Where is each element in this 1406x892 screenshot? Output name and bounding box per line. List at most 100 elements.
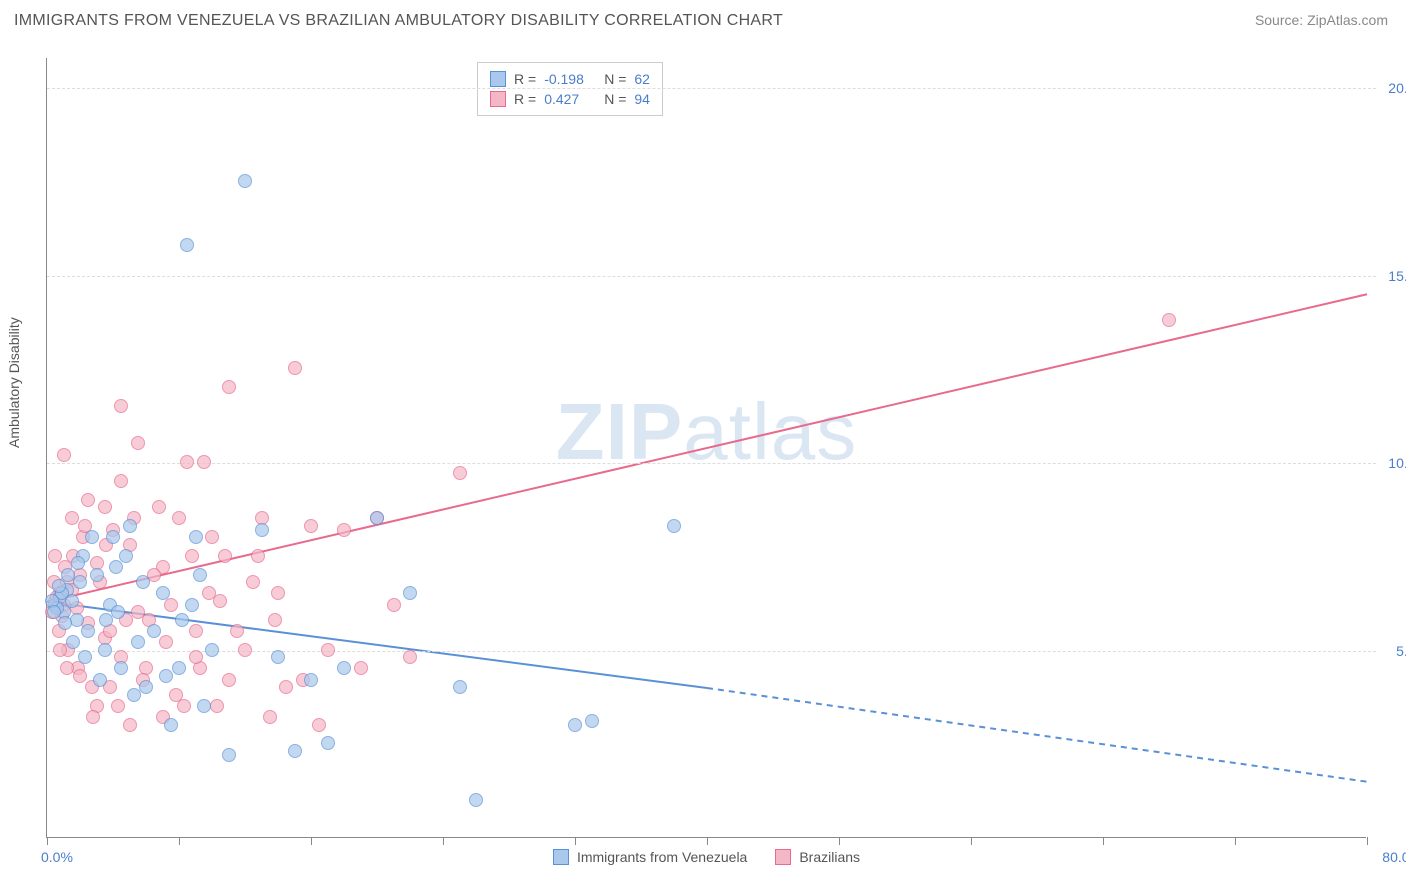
y-tick-label: 5.0%: [1396, 643, 1406, 659]
x-tick: [47, 837, 48, 845]
point-pink: [271, 586, 285, 600]
point-blue: [172, 661, 186, 675]
y-tick-label: 10.0%: [1388, 455, 1406, 471]
point-blue: [47, 605, 61, 619]
legend-label: Immigrants from Venezuela: [577, 849, 747, 865]
point-pink: [123, 718, 137, 732]
swatch-blue: [553, 849, 569, 865]
point-blue: [370, 511, 384, 525]
point-pink: [81, 493, 95, 507]
point-blue: [85, 530, 99, 544]
r-label: R =: [514, 91, 536, 107]
point-pink: [268, 613, 282, 627]
point-blue: [222, 748, 236, 762]
point-pink: [321, 643, 335, 657]
point-pink: [387, 598, 401, 612]
point-blue: [90, 568, 104, 582]
point-pink: [279, 680, 293, 694]
point-pink: [238, 643, 252, 657]
source-label: Source: ZipAtlas.com: [1255, 12, 1388, 28]
x-tick: [971, 837, 972, 845]
point-pink: [189, 624, 203, 638]
trend-line: [47, 294, 1367, 602]
stats-box: R =-0.198N =62R =0.427N =94: [477, 62, 663, 116]
y-tick-label: 15.0%: [1388, 268, 1406, 284]
source-prefix: Source:: [1255, 12, 1307, 28]
source-value: ZipAtlas.com: [1307, 12, 1388, 28]
point-blue: [147, 624, 161, 638]
point-blue: [193, 568, 207, 582]
point-blue: [238, 174, 252, 188]
point-blue: [180, 238, 194, 252]
point-blue: [98, 643, 112, 657]
legend-label: Brazilians: [799, 849, 860, 865]
chart-plot-area: ZIPatlas R =-0.198N =62R =0.427N =94 Imm…: [46, 58, 1366, 838]
point-blue: [271, 650, 285, 664]
point-pink: [222, 673, 236, 687]
point-blue: [337, 661, 351, 675]
point-blue: [175, 613, 189, 627]
point-blue: [189, 530, 203, 544]
point-pink: [86, 710, 100, 724]
point-blue: [119, 549, 133, 563]
point-pink: [98, 500, 112, 514]
point-pink: [337, 523, 351, 537]
r-value: 0.427: [544, 91, 596, 107]
point-pink: [111, 699, 125, 713]
point-blue: [111, 605, 125, 619]
n-value: 94: [634, 91, 650, 107]
point-blue: [106, 530, 120, 544]
point-blue: [205, 643, 219, 657]
swatch-pink: [490, 91, 506, 107]
point-pink: [172, 511, 186, 525]
gridline: [47, 463, 1376, 464]
legend: Immigrants from Venezuela Brazilians: [47, 849, 1366, 865]
header: IMMIGRANTS FROM VENEZUELA VS BRAZILIAN A…: [0, 0, 1406, 36]
point-pink: [202, 586, 216, 600]
point-blue: [453, 680, 467, 694]
point-pink: [453, 466, 467, 480]
n-label: N =: [604, 71, 626, 87]
point-blue: [403, 586, 417, 600]
legend-item: Immigrants from Venezuela: [553, 849, 747, 865]
point-pink: [73, 669, 87, 683]
point-blue: [73, 575, 87, 589]
r-label: R =: [514, 71, 536, 87]
trend-line: [707, 688, 1367, 782]
point-pink: [218, 549, 232, 563]
point-pink: [164, 598, 178, 612]
point-blue: [185, 598, 199, 612]
point-pink: [152, 500, 166, 514]
point-blue: [114, 661, 128, 675]
point-pink: [1162, 313, 1176, 327]
point-pink: [177, 699, 191, 713]
point-pink: [53, 643, 67, 657]
x-tick: [443, 837, 444, 845]
point-pink: [213, 594, 227, 608]
point-blue: [81, 624, 95, 638]
x-tick: [1103, 837, 1104, 845]
point-blue: [585, 714, 599, 728]
point-blue: [136, 575, 150, 589]
stats-row: R =0.427N =94: [490, 89, 650, 109]
point-pink: [60, 661, 74, 675]
y-tick-label: 20.0%: [1388, 80, 1406, 96]
chart-title: IMMIGRANTS FROM VENEZUELA VS BRAZILIAN A…: [14, 12, 783, 30]
r-value: -0.198: [544, 71, 596, 87]
point-blue: [255, 523, 269, 537]
x-tick: [575, 837, 576, 845]
point-blue: [52, 579, 66, 593]
stats-row: R =-0.198N =62: [490, 69, 650, 89]
point-pink: [159, 635, 173, 649]
point-pink: [65, 511, 79, 525]
point-pink: [210, 699, 224, 713]
point-blue: [93, 673, 107, 687]
gridline: [47, 88, 1376, 89]
point-pink: [312, 718, 326, 732]
x-tick: [839, 837, 840, 845]
point-blue: [58, 616, 72, 630]
point-pink: [222, 380, 236, 394]
x-tick: [1235, 837, 1236, 845]
point-blue: [156, 586, 170, 600]
point-pink: [205, 530, 219, 544]
